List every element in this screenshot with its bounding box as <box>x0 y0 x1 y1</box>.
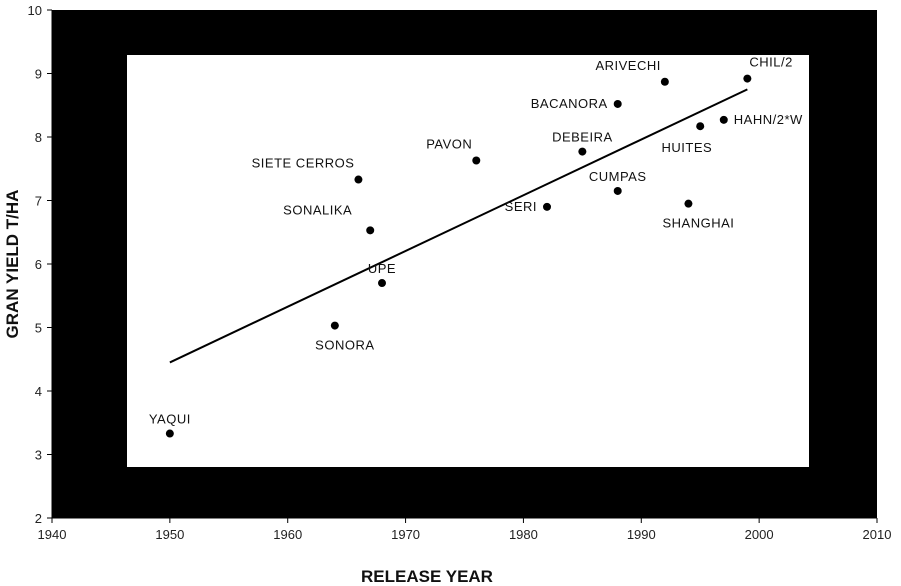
y-tick-label: 4 <box>35 384 42 399</box>
data-point-label: HUITES <box>662 140 713 155</box>
data-point-label: SONALIKA <box>283 202 352 217</box>
y-tick-label: 6 <box>35 257 42 272</box>
x-tick-label: 1940 <box>38 527 67 542</box>
data-point-label: PAVON <box>426 136 472 151</box>
data-point <box>684 199 693 208</box>
data-point <box>472 156 481 165</box>
data-point-label: SHANGHAI <box>662 216 734 231</box>
y-tick-label: 2 <box>35 511 42 526</box>
data-point <box>543 202 551 211</box>
y-tick-label: 5 <box>35 321 42 336</box>
data-point <box>719 115 728 124</box>
y-tick-label: 7 <box>35 194 42 209</box>
data-point-label: SERI <box>505 199 537 214</box>
data-point-label: SONORA <box>315 338 374 353</box>
y-axis-ticks: 2 3 4 5 6 7 8 9 10 <box>28 3 52 526</box>
data-point <box>378 279 386 288</box>
y-tick-label: 3 <box>35 448 42 463</box>
y-tick-label: 10 <box>28 3 42 18</box>
data-point-label: CUMPAS <box>589 169 647 184</box>
data-point <box>660 77 669 86</box>
data-point <box>366 226 375 235</box>
trend-line <box>169 88 748 364</box>
data-point <box>696 122 705 131</box>
data-point <box>330 321 339 330</box>
data-point <box>743 74 752 83</box>
data-point <box>613 99 622 108</box>
data-point-label: UPE <box>368 261 396 276</box>
x-tick-label: 2000 <box>745 527 774 542</box>
data-point-label: DEBEIRA <box>552 130 613 145</box>
x-tick-label: 1990 <box>627 527 656 542</box>
y-axis-title: GRAN YIELD T/HA <box>3 190 22 339</box>
data-point <box>165 429 174 438</box>
x-tick-label: 1970 <box>391 527 420 542</box>
data-point <box>578 147 587 156</box>
x-tick-label: 2010 <box>863 527 892 542</box>
x-axis-title: RELEASE YEAR <box>361 567 493 586</box>
x-axis-ticks: 1940 1950 1960 1970 1980 1990 2000 2010 <box>38 518 892 542</box>
x-tick-label: 1960 <box>273 527 302 542</box>
data-point <box>613 186 622 195</box>
x-tick-label: 1980 <box>509 527 538 542</box>
data-points <box>165 74 752 438</box>
data-point-label: BACANORA <box>531 96 608 111</box>
data-point-label: CHIL/2 <box>749 55 792 70</box>
data-point <box>354 175 363 184</box>
data-point-label: ARIVECHI <box>595 58 660 73</box>
plot-area <box>127 55 809 467</box>
x-tick-label: 1950 <box>155 527 184 542</box>
data-point-label: SIETE CERROS <box>252 156 355 171</box>
y-tick-label: 9 <box>35 67 42 82</box>
data-point-label: YAQUI <box>149 412 191 427</box>
data-point-labels: YAQUI SONORA SIETE CERROS SONALIKA UPE PAVON S… <box>149 55 803 427</box>
y-tick-label: 8 <box>35 130 42 145</box>
data-point-label: HAHN/2*W <box>734 112 803 127</box>
